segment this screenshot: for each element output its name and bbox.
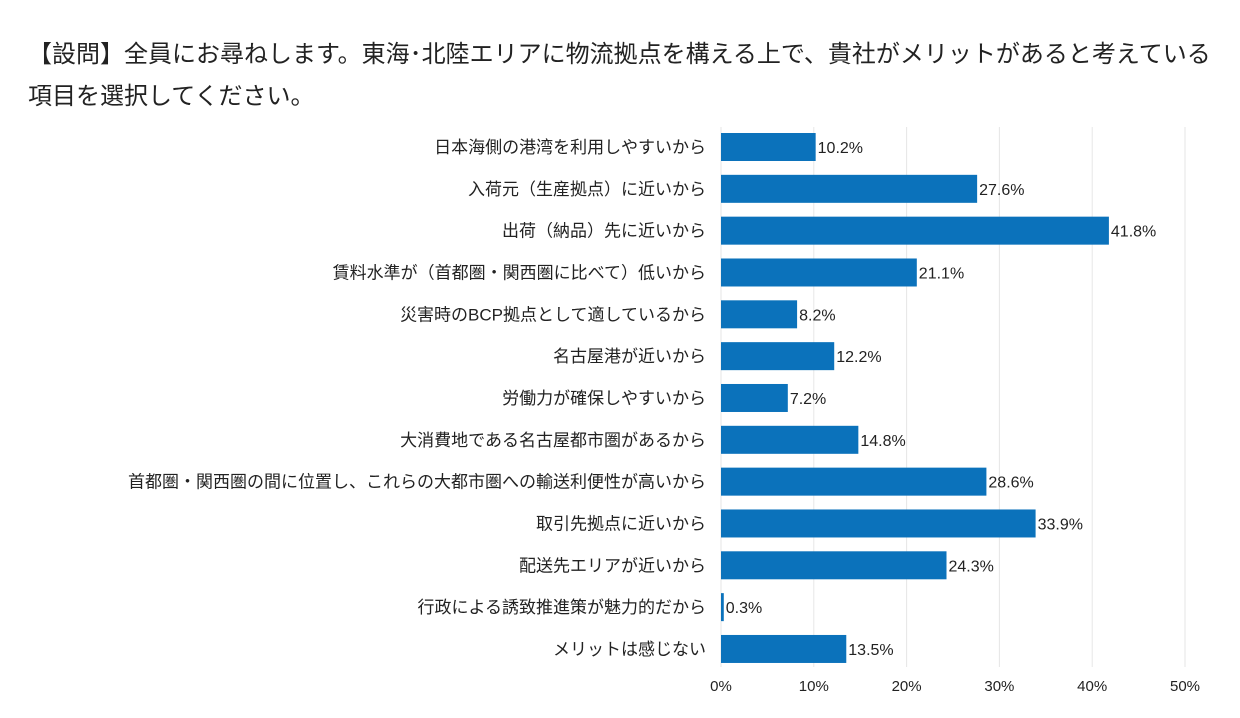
- category-label: 労働力が確保しやすいから: [502, 389, 706, 408]
- bar: [721, 258, 917, 287]
- data-label: 33.9%: [1038, 516, 1083, 533]
- category-label: 賃料水準が（首都圏・関西圏に比べて）低いから: [333, 263, 706, 282]
- x-tick-label: 40%: [1077, 678, 1107, 695]
- x-tick-label: 10%: [799, 678, 829, 695]
- category-label: 出荷（納品）先に近いから: [502, 222, 706, 241]
- category-label: メリットは感じない: [553, 640, 706, 659]
- category-label: 日本海側の港湾を利用しやすいから: [434, 138, 706, 157]
- category-label: 大消費地である名古屋都市圏があるから: [400, 431, 706, 450]
- bar: [721, 509, 1036, 538]
- data-label: 28.6%: [988, 475, 1033, 492]
- data-label: 0.3%: [726, 600, 762, 617]
- data-label: 21.1%: [919, 265, 964, 282]
- data-label: 27.6%: [979, 182, 1024, 199]
- category-label: 入荷元（生産拠点）に近いから: [468, 180, 706, 199]
- x-tick-label: 30%: [984, 678, 1014, 695]
- bar: [721, 551, 947, 580]
- category-label: 取引先拠点に近いから: [536, 514, 706, 533]
- bar: [721, 300, 798, 329]
- category-label: 配送先エリアが近いから: [519, 556, 706, 575]
- bar: [721, 467, 987, 496]
- category-label: 行政による誘致推進策が魅力的だから: [418, 598, 707, 617]
- bar: [721, 133, 816, 161]
- bar: [721, 425, 859, 454]
- bar: [721, 634, 847, 663]
- x-tick-label: 50%: [1170, 678, 1200, 695]
- data-label: 14.8%: [860, 433, 905, 450]
- bar: [721, 383, 788, 412]
- data-label: 24.3%: [949, 558, 994, 575]
- bar: [721, 216, 1109, 245]
- data-label: 10.2%: [818, 140, 863, 157]
- data-label: 13.5%: [848, 642, 893, 659]
- data-label: 41.8%: [1111, 224, 1156, 241]
- category-label: 災害時のBCP拠点として適しているから: [400, 305, 706, 324]
- bar: [721, 593, 724, 622]
- category-label: 首都圏・関西圏の間に位置し、これらの大都市圏への輸送利便性が高いから: [128, 473, 706, 492]
- bar: [721, 174, 978, 203]
- data-label: 12.2%: [836, 349, 881, 366]
- data-label: 8.2%: [799, 307, 835, 324]
- x-tick-label: 20%: [892, 678, 922, 695]
- bar: [721, 342, 835, 371]
- data-label: 7.2%: [790, 391, 826, 408]
- chart-title: 【設問】全員にお尋ねします。東海･北陸エリアに物流拠点を構える上で、貴社がメリッ…: [28, 41, 1211, 110]
- x-tick-label: 0%: [710, 678, 732, 695]
- category-label: 名古屋港が近いから: [553, 347, 706, 366]
